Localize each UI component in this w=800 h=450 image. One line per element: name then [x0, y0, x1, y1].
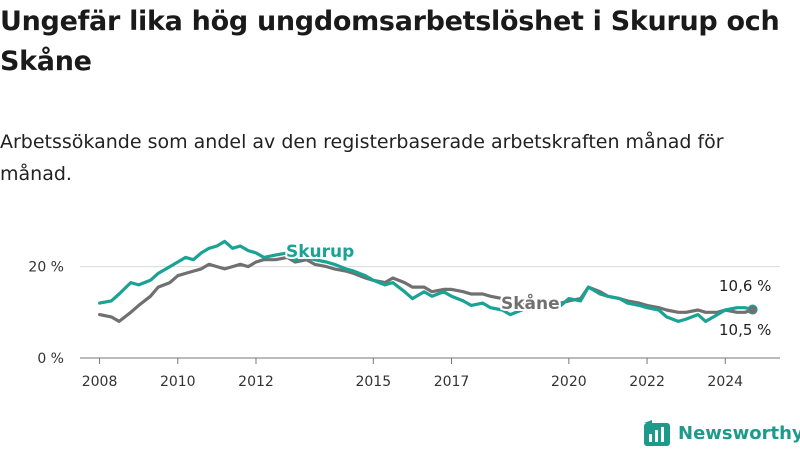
- series-line-skurup: [97, 239, 755, 323]
- x-tick-label: 2024: [707, 374, 743, 390]
- series-lines: [97, 239, 758, 323]
- brand-logo: Newsworthy: [644, 419, 800, 447]
- x-tick-label: 2020: [551, 374, 587, 390]
- series-labels: Skurup Skåne 10,6 % 10,5 %: [284, 240, 771, 339]
- end-point-skane: [748, 306, 757, 314]
- x-tick-label: 2012: [238, 374, 274, 390]
- newsworthy-logo-icon: [644, 420, 670, 446]
- chart-subtitle: Arbetssökande som andel av den registerb…: [0, 131, 724, 185]
- x-tick-label: 2017: [434, 374, 470, 390]
- end-label-skane: 10,5 %: [719, 321, 771, 339]
- grid-lines: [80, 266, 780, 359]
- end-label-skurup: 10,6 %: [719, 277, 771, 295]
- x-axis: 2008 2010 2012 2015 2017 2020 2022 2024: [82, 358, 743, 390]
- x-tick-label: 2008: [82, 374, 118, 390]
- x-tick-label: 2010: [160, 374, 196, 390]
- x-tick-label: 2015: [355, 374, 391, 390]
- y-axis: 0 % 20 %: [28, 260, 64, 367]
- y-tick-label: 0 %: [37, 351, 64, 367]
- brand-name: Newsworthy: [678, 422, 800, 444]
- series-label-skane: Skåne: [501, 292, 560, 314]
- chart-title: Ungefär lika hög ungdomsarbetslöshet i S…: [0, 6, 780, 77]
- x-tick-label: 2022: [629, 374, 665, 390]
- series-label-skurup: Skurup: [286, 242, 354, 262]
- series-line-skane: [97, 255, 755, 323]
- y-tick-label: 20 %: [28, 260, 64, 276]
